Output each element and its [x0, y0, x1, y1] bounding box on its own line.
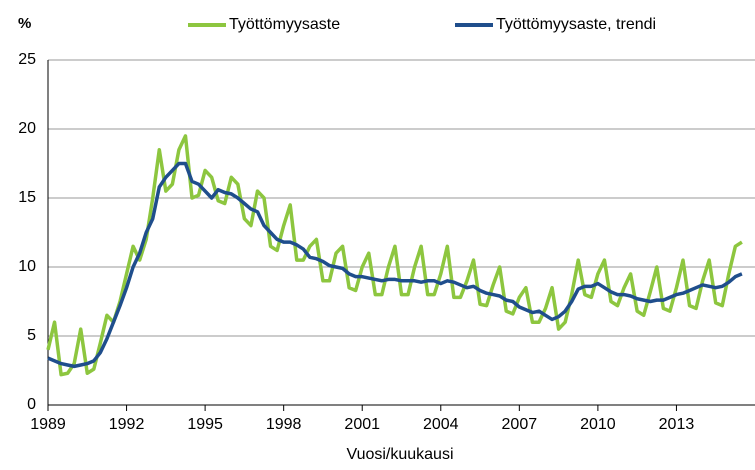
y-tick-label: 10	[18, 258, 36, 275]
x-tick-label: 1995	[187, 416, 223, 433]
x-tick-label: 2013	[659, 416, 695, 433]
y-unit: %	[18, 15, 31, 32]
x-tick-label: 2004	[423, 416, 459, 433]
x-tick-label: 1992	[109, 416, 145, 433]
data-line	[47, 161, 743, 369]
data-line	[46, 134, 743, 377]
y-tick-label: 0	[27, 396, 36, 413]
y-tick-label: 5	[27, 327, 36, 344]
x-tick-label: 2007	[502, 416, 538, 433]
x-tick-label: 1998	[266, 416, 302, 433]
x-tick-label: 2010	[580, 416, 616, 433]
y-tick-label: 20	[18, 120, 36, 137]
legend-label: Työttömyysaste, trendi	[496, 16, 656, 33]
y-tick-label: 15	[18, 189, 36, 206]
x-tick-label: 2001	[344, 416, 380, 433]
x-axis-label: Vuosi/kuukausi	[346, 446, 453, 463]
y-tick-label: 25	[18, 51, 36, 68]
x-tick-label: 1989	[30, 416, 66, 433]
legend-label: Työttömyysaste	[229, 16, 340, 33]
